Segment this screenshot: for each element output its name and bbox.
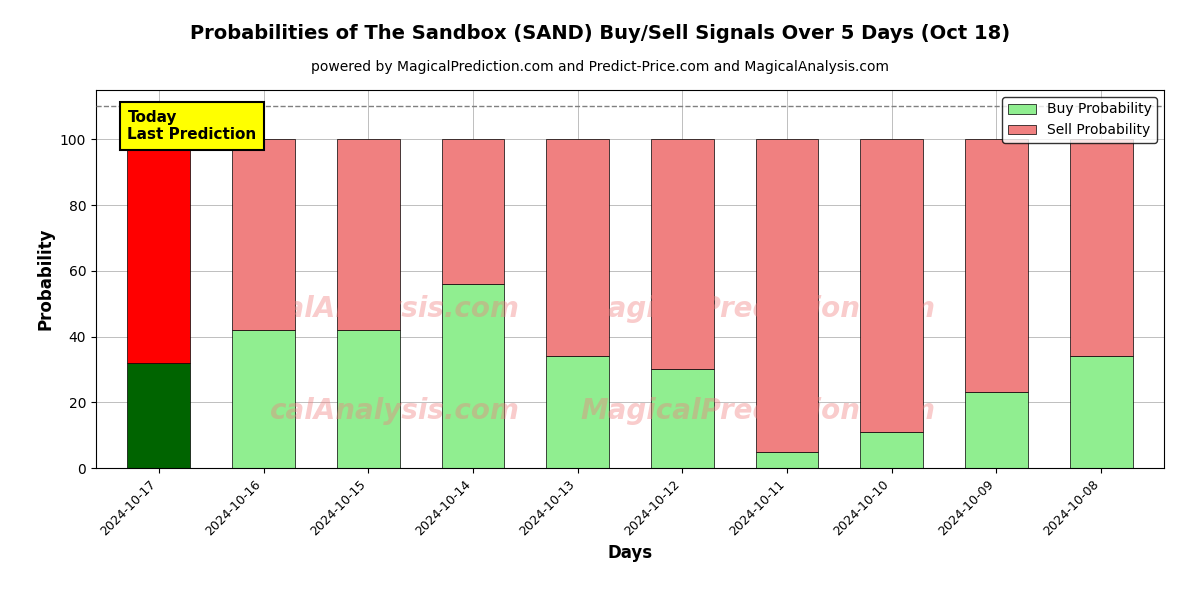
Bar bbox=[1069, 356, 1133, 468]
Bar bbox=[127, 363, 191, 468]
Text: calAnalysis.com: calAnalysis.com bbox=[270, 295, 520, 323]
Bar bbox=[860, 139, 923, 432]
Bar bbox=[650, 370, 714, 468]
Bar bbox=[232, 330, 295, 468]
Text: calAnalysis.com: calAnalysis.com bbox=[270, 397, 520, 425]
Text: MagicalPrediction.com: MagicalPrediction.com bbox=[581, 397, 936, 425]
Legend: Buy Probability, Sell Probability: Buy Probability, Sell Probability bbox=[1002, 97, 1157, 143]
Text: powered by MagicalPrediction.com and Predict-Price.com and MagicalAnalysis.com: powered by MagicalPrediction.com and Pre… bbox=[311, 60, 889, 74]
Y-axis label: Probability: Probability bbox=[36, 228, 54, 330]
Bar bbox=[442, 139, 504, 284]
Bar bbox=[337, 139, 400, 330]
Bar bbox=[546, 139, 610, 356]
Text: Today
Last Prediction: Today Last Prediction bbox=[127, 110, 257, 142]
X-axis label: Days: Days bbox=[607, 544, 653, 562]
Bar bbox=[546, 356, 610, 468]
Bar bbox=[650, 139, 714, 370]
Text: Probabilities of The Sandbox (SAND) Buy/Sell Signals Over 5 Days (Oct 18): Probabilities of The Sandbox (SAND) Buy/… bbox=[190, 24, 1010, 43]
Bar bbox=[965, 139, 1028, 392]
Bar bbox=[1069, 139, 1133, 356]
Text: MagicalPrediction.com: MagicalPrediction.com bbox=[581, 295, 936, 323]
Bar bbox=[127, 139, 191, 363]
Bar bbox=[860, 432, 923, 468]
Bar bbox=[756, 452, 818, 468]
Bar bbox=[337, 330, 400, 468]
Bar bbox=[442, 284, 504, 468]
Bar bbox=[756, 139, 818, 452]
Bar bbox=[965, 392, 1028, 468]
Bar bbox=[232, 139, 295, 330]
